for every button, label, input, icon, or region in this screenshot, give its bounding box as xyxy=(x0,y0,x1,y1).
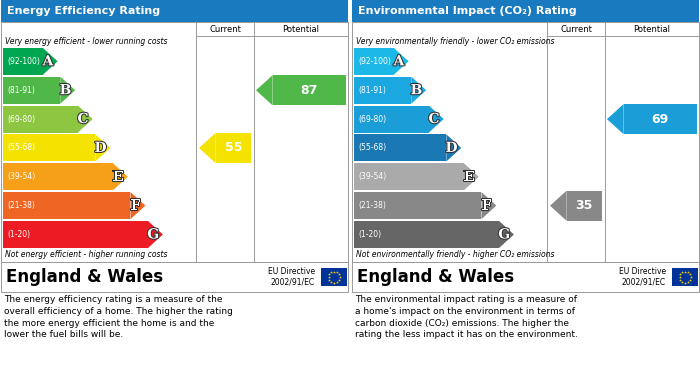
Bar xyxy=(354,106,429,133)
Text: G: G xyxy=(498,228,510,242)
Polygon shape xyxy=(447,135,461,161)
Text: (92-100): (92-100) xyxy=(7,57,40,66)
Bar xyxy=(352,22,699,262)
Text: (81-91): (81-91) xyxy=(358,86,386,95)
Bar xyxy=(3,192,130,219)
Text: B: B xyxy=(60,83,71,97)
Bar xyxy=(273,75,346,106)
Polygon shape xyxy=(412,77,426,104)
Text: (69-80): (69-80) xyxy=(358,115,386,124)
Text: E: E xyxy=(113,170,123,184)
Text: Very energy efficient - lower running costs: Very energy efficient - lower running co… xyxy=(5,37,167,46)
Bar xyxy=(352,262,699,292)
Text: England & Wales: England & Wales xyxy=(6,268,163,286)
Text: 69: 69 xyxy=(652,113,669,126)
Bar xyxy=(354,221,499,248)
Polygon shape xyxy=(550,190,567,221)
Text: Current: Current xyxy=(209,25,241,34)
Text: 35: 35 xyxy=(575,199,593,212)
Text: (69-80): (69-80) xyxy=(7,115,35,124)
Text: EU Directive
2002/91/EC: EU Directive 2002/91/EC xyxy=(268,267,315,287)
Polygon shape xyxy=(499,221,514,248)
Text: Current: Current xyxy=(560,25,592,34)
Text: Not energy efficient - higher running costs: Not energy efficient - higher running co… xyxy=(5,250,167,259)
Text: Potential: Potential xyxy=(634,25,671,34)
Text: (55-68): (55-68) xyxy=(7,143,35,152)
Text: 87: 87 xyxy=(300,84,318,97)
Text: The energy efficiency rating is a measure of the
overall efficiency of a home. T: The energy efficiency rating is a measur… xyxy=(4,295,233,339)
Text: F: F xyxy=(482,199,491,213)
Polygon shape xyxy=(78,106,92,133)
Text: E: E xyxy=(464,170,475,184)
Text: C: C xyxy=(78,112,89,126)
Bar xyxy=(624,104,697,134)
Bar xyxy=(3,221,148,248)
Bar xyxy=(354,192,482,219)
Polygon shape xyxy=(393,48,409,75)
Text: Potential: Potential xyxy=(283,25,319,34)
Text: 55: 55 xyxy=(225,142,242,154)
Text: Very environmentally friendly - lower CO₂ emissions: Very environmentally friendly - lower CO… xyxy=(356,37,554,46)
Bar xyxy=(216,133,251,163)
Bar xyxy=(3,106,78,133)
Text: D: D xyxy=(94,141,106,155)
Text: Environmental Impact (CO₂) Rating: Environmental Impact (CO₂) Rating xyxy=(358,6,577,16)
Bar xyxy=(1,262,348,292)
Bar xyxy=(354,77,412,104)
Polygon shape xyxy=(429,106,444,133)
Text: C: C xyxy=(428,112,440,126)
Bar xyxy=(1,0,348,22)
Text: D: D xyxy=(445,141,458,155)
Polygon shape xyxy=(113,163,128,190)
Text: (1-20): (1-20) xyxy=(7,230,30,239)
Bar xyxy=(567,190,602,221)
Bar xyxy=(321,268,347,286)
Text: (21-38): (21-38) xyxy=(358,201,386,210)
Bar xyxy=(3,48,43,75)
Text: G: G xyxy=(147,228,159,242)
Text: A: A xyxy=(43,54,53,68)
Text: (39-54): (39-54) xyxy=(358,172,386,181)
Polygon shape xyxy=(607,104,624,134)
Text: B: B xyxy=(411,83,422,97)
Text: (21-38): (21-38) xyxy=(7,201,35,210)
Text: EU Directive
2002/91/EC: EU Directive 2002/91/EC xyxy=(619,267,666,287)
Bar xyxy=(354,135,447,161)
Text: The environmental impact rating is a measure of
a home's impact on the environme: The environmental impact rating is a mea… xyxy=(355,295,578,339)
Text: England & Wales: England & Wales xyxy=(357,268,514,286)
Bar xyxy=(1,22,348,262)
Bar xyxy=(3,77,60,104)
Polygon shape xyxy=(130,192,146,219)
Polygon shape xyxy=(60,77,75,104)
Text: (55-68): (55-68) xyxy=(358,143,386,152)
Polygon shape xyxy=(482,192,496,219)
Text: (81-91): (81-91) xyxy=(7,86,35,95)
Polygon shape xyxy=(464,163,479,190)
Polygon shape xyxy=(43,48,57,75)
Text: (1-20): (1-20) xyxy=(358,230,381,239)
Polygon shape xyxy=(199,133,216,163)
Text: A: A xyxy=(393,54,405,68)
Polygon shape xyxy=(256,75,273,106)
Bar xyxy=(352,0,699,22)
Polygon shape xyxy=(95,135,111,161)
Bar xyxy=(354,163,464,190)
Polygon shape xyxy=(148,221,163,248)
Bar xyxy=(354,48,393,75)
Text: (92-100): (92-100) xyxy=(358,57,391,66)
Text: Not environmentally friendly - higher CO₂ emissions: Not environmentally friendly - higher CO… xyxy=(356,250,554,259)
Bar xyxy=(672,268,698,286)
Text: F: F xyxy=(131,199,141,213)
Text: Energy Efficiency Rating: Energy Efficiency Rating xyxy=(7,6,160,16)
Text: (39-54): (39-54) xyxy=(7,172,35,181)
Bar xyxy=(3,163,113,190)
Bar xyxy=(3,135,95,161)
